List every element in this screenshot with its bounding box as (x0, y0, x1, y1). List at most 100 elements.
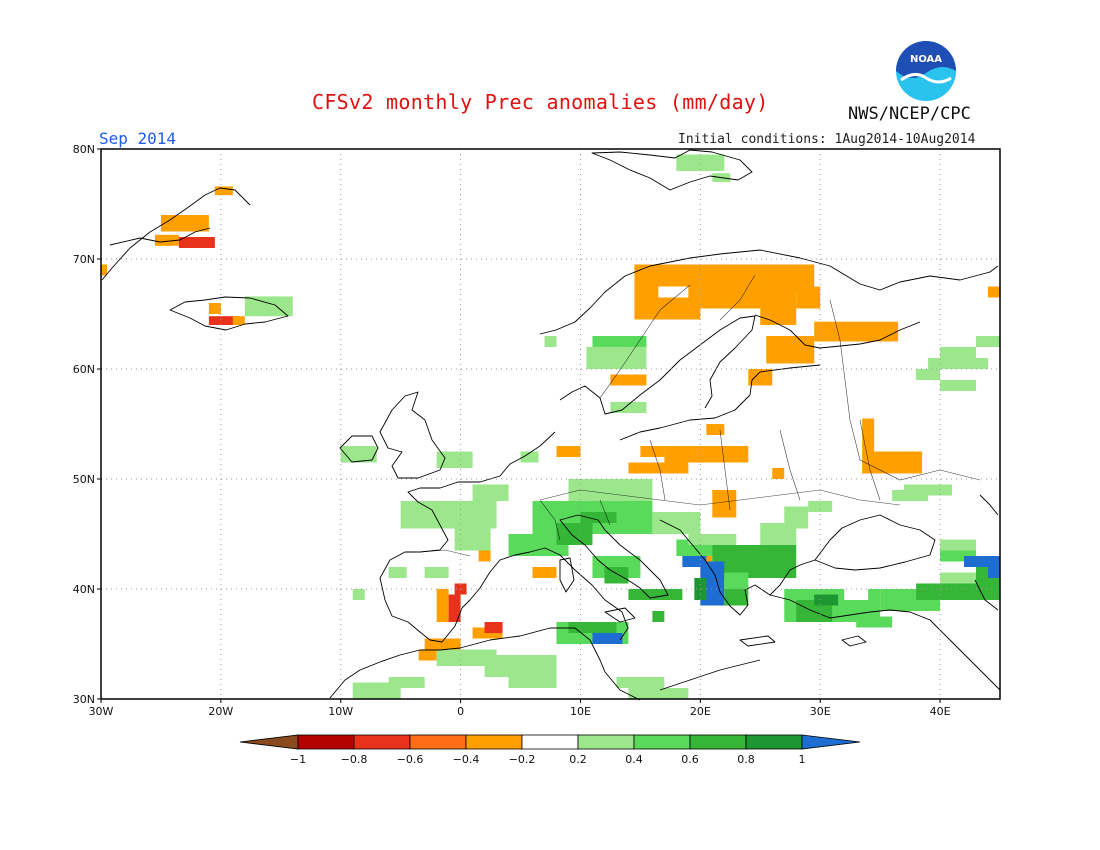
border-central-europe (539, 489, 901, 506)
anomaly-cell (976, 336, 1000, 347)
coastline-crete (739, 635, 776, 647)
anomaly-cell (508, 534, 569, 556)
colorbar-label: 0.6 (681, 753, 699, 766)
anomaly-cell (340, 446, 377, 463)
border-russia (829, 299, 981, 481)
coastline-baltic-south (619, 364, 821, 441)
anomaly-cell (484, 622, 503, 633)
anomaly-cell (448, 594, 461, 622)
anomaly-cell (532, 567, 557, 578)
anomaly-cell (388, 567, 407, 578)
anomaly-cell (604, 567, 629, 584)
anomaly-cell (940, 380, 977, 391)
anomaly-cell (640, 446, 665, 457)
lon-tick-label: 20E (690, 705, 711, 718)
anomaly-cell (520, 451, 539, 463)
colorbar-label: −0.8 (341, 753, 368, 766)
anomaly-cell (454, 528, 491, 551)
anomaly-cell (388, 677, 425, 688)
anomaly-cell (724, 572, 749, 589)
colorbar-bin (465, 734, 523, 750)
anomaly-cell (988, 286, 1000, 298)
lon-tick-label: 30W (89, 705, 114, 718)
anomaly-cell (772, 468, 785, 479)
lat-tick-label: 60N (73, 363, 95, 376)
lat-tick-label: 50N (73, 473, 95, 486)
anomaly-cell (544, 336, 557, 347)
colorbar-bin (801, 734, 861, 750)
anomaly-cell (424, 567, 449, 578)
coastline-cyprus (841, 635, 867, 647)
border-alps (539, 499, 611, 541)
anomaly-cell (424, 638, 461, 650)
lon-tick-label: 30E (810, 705, 831, 718)
colorbar-bin (633, 734, 691, 750)
coastline-great-britain (379, 391, 446, 479)
coastline-greenland (101, 187, 251, 281)
anomaly-cell (418, 649, 437, 661)
anomaly-cell (568, 622, 617, 633)
anomaly-cell (628, 462, 689, 474)
map-frame (100, 148, 1001, 700)
anomaly-cell (706, 424, 725, 435)
anomaly-cell (208, 303, 221, 314)
coastline-sardinia (559, 557, 575, 593)
anomaly-cell (856, 616, 893, 628)
colorbar-label: 0.8 (737, 753, 755, 766)
anomaly-cell (628, 589, 671, 600)
coastline-ireland (339, 435, 379, 463)
noaa-logo: NOAA (896, 41, 956, 101)
initial-conditions-label: Initial conditions: 1Aug2014-10Aug2014 (678, 132, 976, 147)
colorbar-label: −0.2 (509, 753, 536, 766)
border-nordic (599, 274, 756, 399)
anomaly-cell (214, 186, 233, 196)
anomaly-cell (556, 446, 581, 457)
colorbar-labels: −1 −0.8 −0.6 −0.4 −0.2 0.2 0.4 0.6 0.8 1 (290, 753, 806, 766)
coastline-italy (559, 514, 669, 599)
country-borders (419, 274, 981, 557)
anomaly-cell (682, 556, 707, 567)
colorbar-label: −0.6 (397, 753, 424, 766)
colorbar-bin (577, 734, 635, 750)
anomaly-cell (568, 479, 653, 501)
anomaly-cell (688, 534, 737, 545)
lat-tick-label: 70N (73, 253, 95, 266)
border-spain-france (419, 549, 471, 557)
lat-tick-label: 30N (73, 693, 95, 706)
anomaly-cell (400, 501, 497, 529)
anomaly-cell (676, 154, 725, 171)
lon-tick-label: 0 (457, 705, 464, 718)
colorbar-bin (297, 734, 355, 750)
anomaly-cell (658, 589, 683, 600)
lon-tick-label: 10W (328, 705, 353, 718)
anomaly-cell (586, 347, 647, 369)
coastline-turkey (769, 594, 1001, 691)
anomaly-cell (436, 649, 497, 666)
colorbar-bin (689, 734, 747, 750)
anomaly-cell (808, 501, 833, 512)
anomaly-cell (610, 402, 647, 413)
longitude-tick-labels: 30W 20W 10W 0 10E 20E 30E 40E (89, 699, 951, 718)
anomaly-cell (796, 286, 821, 309)
anomaly-cell (610, 374, 647, 386)
anomaly-cell (436, 451, 473, 468)
anomaly-cell (736, 545, 773, 556)
chart-title: CFSv2 monthly Prec anomalies (mm/day) (312, 90, 769, 114)
coastline-north-africa (329, 627, 761, 701)
anomaly-cell (484, 655, 557, 677)
anomaly-cell (940, 347, 977, 358)
anomaly-cell (814, 594, 839, 606)
anomaly-cells (101, 154, 1000, 699)
lat-tick-label: 40N (73, 583, 95, 596)
anomaly-cell (862, 418, 875, 452)
anomaly-cell (160, 215, 209, 232)
colorbar-bin (521, 734, 579, 750)
lon-tick-label: 20W (208, 705, 233, 718)
colorbar-bin (353, 734, 411, 750)
latitude-tick-labels: 80N 70N 60N 50N 40N 30N (73, 143, 101, 706)
anomaly-cell (814, 321, 899, 342)
coastline-finland (754, 314, 921, 349)
colorbar-bin (745, 734, 803, 750)
anomaly-cell (664, 446, 749, 463)
anomaly-cell (556, 523, 593, 545)
